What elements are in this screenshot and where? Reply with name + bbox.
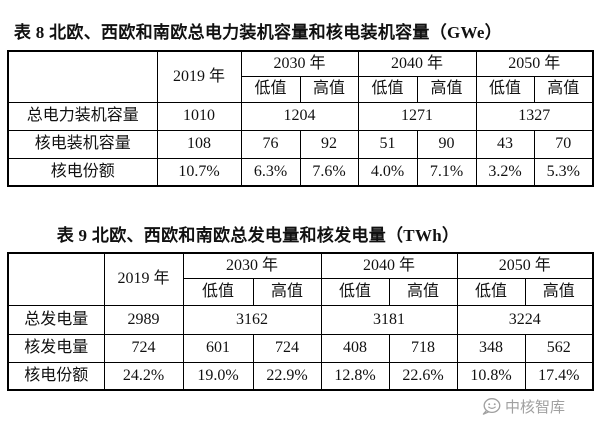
table9-header-row-lowhigh: 低值 高值 低值 高值 低值 高值 bbox=[8, 277, 594, 306]
row-label: 核发电量 bbox=[7, 333, 105, 363]
cell-2040: 1271 bbox=[357, 101, 477, 131]
table9-header-2050: 2050 年 bbox=[456, 252, 594, 279]
cell-2050: 1327 bbox=[475, 101, 594, 131]
table8: 2019 年 2030 年 2040 年 2050 年 低值 高值 低值 高值 … bbox=[7, 50, 595, 187]
cell-2030-low: 601 bbox=[182, 333, 254, 363]
table9-corner-cell bbox=[7, 252, 105, 306]
cell-2050-high: 70 bbox=[533, 129, 594, 159]
cell-2040-high: 22.6% bbox=[388, 361, 458, 391]
cell-2030-low: 76 bbox=[240, 129, 301, 159]
cell-2030-low: 19.0% bbox=[182, 361, 254, 391]
table8-header-2040-high: 高值 bbox=[416, 75, 477, 103]
table8-header-2030-low: 低值 bbox=[240, 75, 301, 103]
cell-2050-low: 43 bbox=[475, 129, 535, 159]
table9-header-2040-high: 高值 bbox=[388, 277, 458, 306]
cell-2050: 3224 bbox=[456, 304, 594, 335]
cell-2040-high: 718 bbox=[388, 333, 458, 363]
table9-row-nuclear-share: 核电份额 24.2% 19.0% 22.9% 12.8% 22.6% 10.8%… bbox=[7, 361, 594, 391]
cell-2019: 24.2% bbox=[103, 361, 184, 391]
cell-2030-high: 92 bbox=[299, 129, 359, 159]
cell-2019: 2989 bbox=[103, 304, 184, 335]
table9-header-2030: 2030 年 bbox=[182, 252, 322, 279]
cell-2050-high: 5.3% bbox=[533, 157, 594, 187]
cell-2030-low: 6.3% bbox=[240, 157, 301, 187]
table9-header-2030-low: 低值 bbox=[182, 277, 254, 306]
cell-2050-high: 17.4% bbox=[524, 361, 594, 391]
table8-header-2030: 2030 年 bbox=[240, 50, 359, 77]
row-label: 核电份额 bbox=[7, 157, 158, 187]
table9-title: 表 9 北欧、西欧和南欧总发电量和核发电量（TWh） bbox=[56, 226, 460, 245]
cell-2030-high: 724 bbox=[252, 333, 322, 363]
table8-corner-cell bbox=[7, 50, 158, 103]
table9-header-row-years: 2019 年 2030 年 2040 年 2050 年 bbox=[7, 252, 594, 306]
table8-header-2040-low: 低值 bbox=[357, 75, 418, 103]
table9-header-2040-low: 低值 bbox=[320, 277, 390, 306]
row-label: 核电装机容量 bbox=[7, 129, 158, 159]
table8-header-2050-low: 低值 bbox=[475, 75, 535, 103]
cell-2019: 108 bbox=[156, 129, 242, 159]
table8-header-row-years: 2019 年 2030 年 2040 年 2050 年 bbox=[7, 50, 594, 103]
cell-2040-low: 408 bbox=[320, 333, 390, 363]
table9-row-nuclear-generation: 核发电量 724 601 724 408 718 348 562 bbox=[7, 333, 594, 363]
table8-header-2019: 2019 年 bbox=[156, 50, 242, 103]
cell-2050-low: 3.2% bbox=[475, 157, 535, 187]
cell-2030: 1204 bbox=[240, 101, 359, 131]
cell-2030-high: 22.9% bbox=[252, 361, 322, 391]
cell-2030-high: 7.6% bbox=[299, 157, 359, 187]
wechat-icon bbox=[481, 397, 502, 416]
cell-2019: 10.7% bbox=[156, 157, 242, 187]
cell-2050-low: 348 bbox=[456, 333, 526, 363]
cell-2040-low: 4.0% bbox=[357, 157, 418, 187]
cell-2040-low: 12.8% bbox=[320, 361, 390, 391]
table8-row-total-capacity: 总电力装机容量 1010 1204 1271 1327 bbox=[7, 101, 594, 131]
watermark: 中核智库 bbox=[481, 396, 565, 416]
row-label: 总电力装机容量 bbox=[7, 101, 158, 131]
cell-2050-low: 10.8% bbox=[456, 361, 526, 391]
watermark-label: 中核智库 bbox=[505, 399, 566, 416]
row-label: 总发电量 bbox=[7, 304, 105, 335]
cell-2019: 1010 bbox=[156, 101, 242, 131]
cell-2040-high: 90 bbox=[416, 129, 477, 159]
table8-row-nuclear-capacity: 核电装机容量 108 76 92 51 90 43 70 bbox=[7, 129, 594, 159]
table8-header-2050: 2050 年 bbox=[475, 50, 594, 77]
table8-row-nuclear-share: 核电份额 10.7% 6.3% 7.6% 4.0% 7.1% 3.2% 5.3% bbox=[7, 157, 594, 187]
cell-2040: 3181 bbox=[320, 304, 458, 335]
table9-header-2030-high: 高值 bbox=[252, 277, 322, 306]
cell-2030: 3162 bbox=[182, 304, 322, 335]
table9-header-2050-high: 高值 bbox=[524, 277, 594, 306]
table9-header-2050-low: 低值 bbox=[456, 277, 526, 306]
table8-title: 表 8 北欧、西欧和南欧总电力装机容量和核电装机容量（GWe） bbox=[13, 23, 503, 42]
cell-2040-high: 7.1% bbox=[416, 157, 477, 187]
table8-header-row-lowhigh: 低值 高值 低值 高值 低值 高值 bbox=[8, 75, 594, 103]
cell-2040-low: 51 bbox=[357, 129, 418, 159]
table8-header-2040: 2040 年 bbox=[357, 50, 477, 77]
row-label: 核电份额 bbox=[7, 361, 105, 391]
table9: 2019 年 2030 年 2040 年 2050 年 低值 高值 低值 高值 … bbox=[7, 252, 595, 391]
table9-row-total-generation: 总发电量 2989 3162 3181 3224 bbox=[7, 304, 594, 335]
table9-header-2040: 2040 年 bbox=[320, 252, 458, 279]
table9-header-2019: 2019 年 bbox=[103, 252, 184, 306]
cell-2019: 724 bbox=[103, 333, 184, 363]
cell-2050-high: 562 bbox=[524, 333, 594, 363]
table8-header-2050-high: 高值 bbox=[533, 75, 594, 103]
table8-header-2030-high: 高值 bbox=[299, 75, 359, 103]
